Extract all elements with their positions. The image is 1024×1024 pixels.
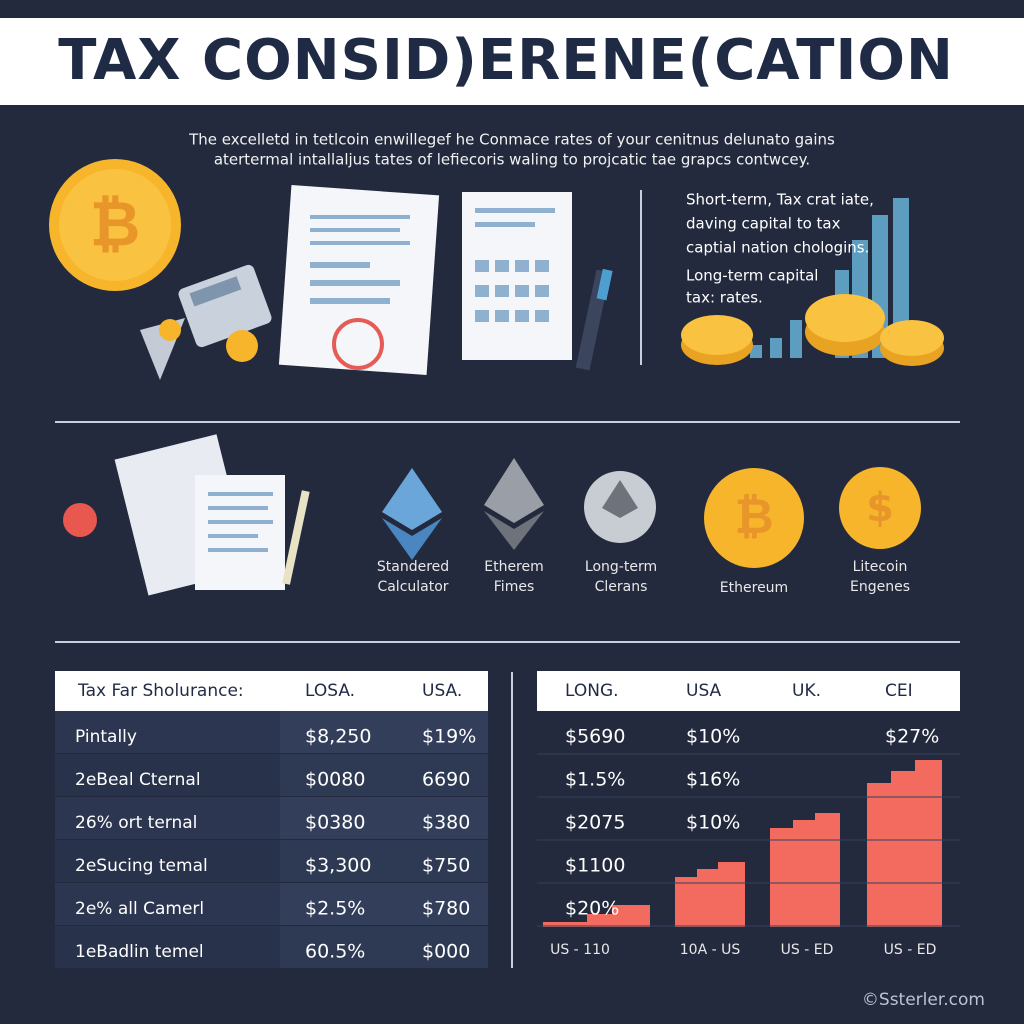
- x-label: US - ED: [781, 942, 834, 958]
- ethereum-icon: [602, 480, 638, 518]
- side-note: daving capital to tax: [686, 215, 841, 233]
- table-header-cell: USA: [686, 681, 722, 701]
- icon-label: Long-term: [585, 559, 657, 575]
- table-cell: 60.5%: [305, 941, 365, 963]
- icon-label: Engenes: [850, 579, 910, 595]
- intro-line: The excelletd in tetlcoin enwillegef he …: [188, 131, 835, 149]
- intro-line: atertermal intallaljus tates of lefiecor…: [214, 151, 810, 169]
- coin: [226, 330, 258, 362]
- table-row-cell: [280, 754, 488, 796]
- table-cell: 2eBeal Cternal: [75, 770, 201, 790]
- table-header-cell: LOSA.: [305, 681, 355, 701]
- icon-label: Ethereum: [720, 580, 788, 596]
- ethereum-icon: [382, 468, 442, 530]
- table-row-cell: [280, 883, 488, 925]
- table-cell: $1100: [565, 855, 625, 877]
- dollar-coin: [839, 467, 921, 549]
- table-header-cell: UK.: [792, 681, 821, 701]
- table-cell: $20%: [565, 898, 619, 920]
- table-header: [55, 671, 488, 711]
- bitcoin-coin: ₿: [49, 159, 181, 291]
- ethereum-icon: [484, 458, 544, 523]
- table-cell: $380: [422, 812, 470, 834]
- table-cell: 2eSucing temal: [75, 856, 208, 876]
- icon-label: Litecoin: [853, 559, 908, 575]
- coin: [159, 319, 181, 341]
- side-note: Long-term capital: [686, 267, 818, 285]
- table-cell: $27%: [885, 726, 939, 748]
- table-cell: $0080: [305, 769, 365, 791]
- bitcoin-coin: [704, 468, 804, 568]
- table-row-cell: [280, 926, 488, 968]
- coins: [681, 294, 944, 366]
- table-header-cell: CEI: [885, 681, 913, 701]
- header-band: [0, 18, 1024, 105]
- table-cell: 2e% all Camerl: [75, 899, 204, 919]
- bitcoin-symbol: ₿: [734, 489, 773, 545]
- spreadsheet: [462, 192, 572, 360]
- table-cell: $000: [422, 941, 470, 963]
- table-cell: $10%: [686, 812, 740, 834]
- table-cell: $0380: [305, 812, 365, 834]
- x-label: 10A - US: [680, 942, 741, 958]
- icon-label: Standered: [377, 559, 449, 575]
- document: [278, 185, 440, 375]
- table-cell: 26% ort ternal: [75, 813, 197, 833]
- table-row-cell: [280, 840, 488, 882]
- table-row-cell: [280, 797, 488, 839]
- table-row-cell: [280, 711, 488, 753]
- table-header: [537, 671, 960, 711]
- svg-text:₿: ₿: [90, 187, 141, 260]
- title: TAX CONSID)ERENE(CATION: [58, 28, 954, 93]
- table-cell: $750: [422, 855, 470, 877]
- table-header-cell: Tax Far Sholurance:: [77, 681, 244, 701]
- table-cell: $5690: [565, 726, 625, 748]
- x-label: US - 110: [550, 942, 610, 958]
- side-note: captial nation chologins.: [686, 239, 869, 257]
- papers: [114, 434, 310, 596]
- icon-label: Clerans: [595, 579, 648, 595]
- table-cell: $780: [422, 898, 470, 920]
- table-cell: $1.5%: [565, 769, 625, 791]
- table-cell: $10%: [686, 726, 740, 748]
- table-header-cell: LONG.: [565, 681, 619, 701]
- icon-label: Etherem: [484, 559, 544, 575]
- table-header-cell: USA.: [422, 681, 462, 701]
- calculator: [178, 264, 272, 348]
- footer: ©Ssterler.com: [862, 990, 985, 1010]
- x-label: US - ED: [884, 942, 937, 958]
- pen: [575, 268, 613, 371]
- coin-badge: [63, 503, 97, 537]
- table-cell: 6690: [422, 769, 470, 791]
- icon-label: Calculator: [377, 579, 448, 595]
- ethereum-icon: [484, 511, 544, 550]
- table-cell: $8,250: [305, 726, 371, 748]
- side-note: tax: rates.: [686, 289, 763, 307]
- table-cell: $2.5%: [305, 898, 365, 920]
- ethereum-icon: [382, 518, 442, 560]
- table-cell: Pintally: [75, 727, 137, 747]
- table-cell: $3,300: [305, 855, 371, 877]
- dollar-symbol: $: [866, 485, 894, 531]
- table-cell: $16%: [686, 769, 740, 791]
- side-note: Short-term, Tax crat iate,: [686, 191, 874, 209]
- table-cell: $2075: [565, 812, 625, 834]
- table-cell: 1eBadlin temel: [75, 942, 204, 962]
- table-cell: $19%: [422, 726, 476, 748]
- icon-label: Fimes: [494, 579, 534, 595]
